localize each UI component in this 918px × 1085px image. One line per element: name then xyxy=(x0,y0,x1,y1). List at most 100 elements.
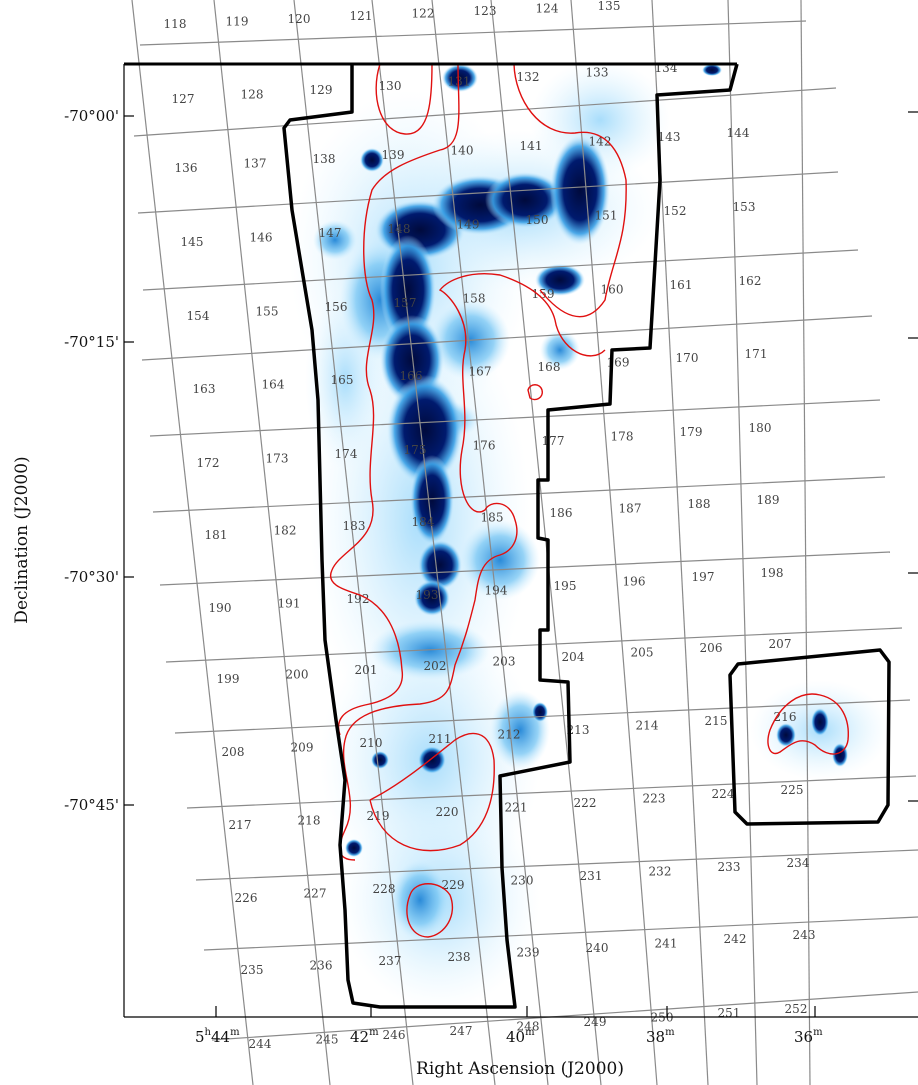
survey-boundaries xyxy=(282,63,891,1009)
field-number-label: 119 xyxy=(226,14,249,28)
field-number-label: 179 xyxy=(680,425,703,439)
field-number-label: 215 xyxy=(705,714,728,728)
field-number-label: 154 xyxy=(187,309,210,323)
contour-line xyxy=(344,273,606,741)
emission-blob xyxy=(811,708,829,736)
emission-blob xyxy=(702,64,722,76)
field-number-label: 176 xyxy=(473,438,496,452)
field-number-label: 174 xyxy=(335,447,358,461)
field-number-label: 223 xyxy=(643,792,666,806)
contour-line xyxy=(329,569,403,736)
field-number-label: 242 xyxy=(724,932,747,946)
field-number-label: 226 xyxy=(235,891,258,905)
field-number-label: 149 xyxy=(457,217,480,231)
field-number-label: 229 xyxy=(442,878,465,892)
field-number-label: 136 xyxy=(175,161,198,175)
field-number-label: 132 xyxy=(517,70,540,84)
field-number-label: 235 xyxy=(241,963,264,977)
field-number-label: 145 xyxy=(181,235,204,249)
grid-line-v xyxy=(490,0,602,1085)
field-number-label: 231 xyxy=(580,869,603,883)
x-tick-minutes: 40 xyxy=(506,1028,525,1046)
field-number-label: 139 xyxy=(382,148,405,162)
field-number-label: 135 xyxy=(598,0,621,13)
field-number-label: 141 xyxy=(520,139,543,153)
field-number-label: 245 xyxy=(316,1033,339,1047)
plot-frame xyxy=(123,62,918,1018)
field-number-label: 118 xyxy=(164,17,187,31)
field-number-label: 196 xyxy=(623,575,646,589)
x-tick-minutes-unit: m xyxy=(230,1027,240,1038)
field-number-label: 222 xyxy=(574,796,597,810)
field-number-label: 123 xyxy=(474,4,497,18)
field-number-label: 161 xyxy=(670,278,693,292)
field-number-label: 233 xyxy=(718,860,741,874)
grid-line-h xyxy=(165,627,903,663)
field-number-label: 190 xyxy=(209,601,232,615)
field-number-label: 157 xyxy=(394,296,417,310)
field-number-label: 121 xyxy=(350,9,373,23)
field-number-label: 173 xyxy=(266,452,289,466)
field-number-label: 171 xyxy=(745,347,768,361)
x-tick-minutes-unit: m xyxy=(525,1027,535,1038)
field-number-label: 195 xyxy=(554,579,577,593)
field-number-label: 133 xyxy=(586,66,609,80)
secondary-survey-boundary xyxy=(728,648,891,826)
field-number-label: 194 xyxy=(485,583,508,597)
grid-line-h xyxy=(139,20,807,46)
field-number-label: 181 xyxy=(205,528,228,542)
field-number-label: 189 xyxy=(757,493,780,507)
emission-blob xyxy=(418,540,462,590)
field-number-label: 244 xyxy=(249,1037,272,1051)
x-tick-minutes: 36 xyxy=(794,1028,813,1046)
grid-line-v xyxy=(727,0,758,1085)
field-number-label: 188 xyxy=(688,497,711,511)
x-tick-minutes-unit: m xyxy=(369,1027,379,1038)
field-number-label: 178 xyxy=(611,430,634,444)
field-number-label: 167 xyxy=(469,364,492,378)
field-number-label: 151 xyxy=(595,209,618,223)
field-number-label: 218 xyxy=(298,814,321,828)
axis-ticks: -70°00'-70°15'-70°30'-70°45'5h44m 42m 40m 3… xyxy=(64,107,918,1046)
field-number-label: 251 xyxy=(718,1006,741,1020)
field-number-label: 172 xyxy=(197,456,220,470)
field-number-label: 238 xyxy=(448,950,471,964)
field-number-label: 144 xyxy=(727,126,750,140)
emission-blob xyxy=(345,839,363,857)
field-labels: 118 119 120 121 122 123 124 135 127 128 129 130 131 1… xyxy=(164,0,816,1051)
field-number-label: 209 xyxy=(291,741,314,755)
contour-line xyxy=(767,693,849,755)
field-number-label: 146 xyxy=(250,231,273,245)
field-number-label: 162 xyxy=(739,274,762,288)
x-tick-hours-unit: h xyxy=(205,1027,212,1038)
field-number-label: 120 xyxy=(288,12,311,26)
y-tick-label: -70°30' xyxy=(64,568,119,586)
field-number-label: 153 xyxy=(733,200,756,214)
x-tick-hours: 5 xyxy=(195,1028,205,1046)
emission-blob xyxy=(390,860,450,940)
field-number-label: 137 xyxy=(244,157,267,171)
x-tick-label: 42m xyxy=(350,1027,379,1046)
field-number-label: 163 xyxy=(193,382,216,396)
grid-line-h xyxy=(174,699,911,734)
field-number-label: 185 xyxy=(481,510,504,524)
grid-line-h xyxy=(203,916,918,951)
field-number-label: 168 xyxy=(538,360,561,374)
grid-line-h xyxy=(149,399,881,437)
field-number-label: 155 xyxy=(256,305,279,319)
field-number-label: 192 xyxy=(347,592,370,606)
field-number-label: 246 xyxy=(383,1028,406,1042)
field-number-label: 143 xyxy=(658,130,681,144)
x-tick-minutes-unit: m xyxy=(813,1027,823,1038)
field-number-label: 221 xyxy=(505,800,528,814)
field-number-label: 214 xyxy=(636,719,659,733)
field-number-label: 165 xyxy=(331,373,354,387)
field-number-label: 193 xyxy=(416,588,439,602)
field-number-label: 203 xyxy=(493,654,516,668)
field-number-label: 142 xyxy=(589,135,612,149)
field-number-label: 210 xyxy=(360,736,383,750)
grid-line-h xyxy=(137,171,839,214)
grid-line-h xyxy=(152,476,886,513)
grid-line-v xyxy=(293,0,414,1085)
field-number-label: 170 xyxy=(676,351,699,365)
